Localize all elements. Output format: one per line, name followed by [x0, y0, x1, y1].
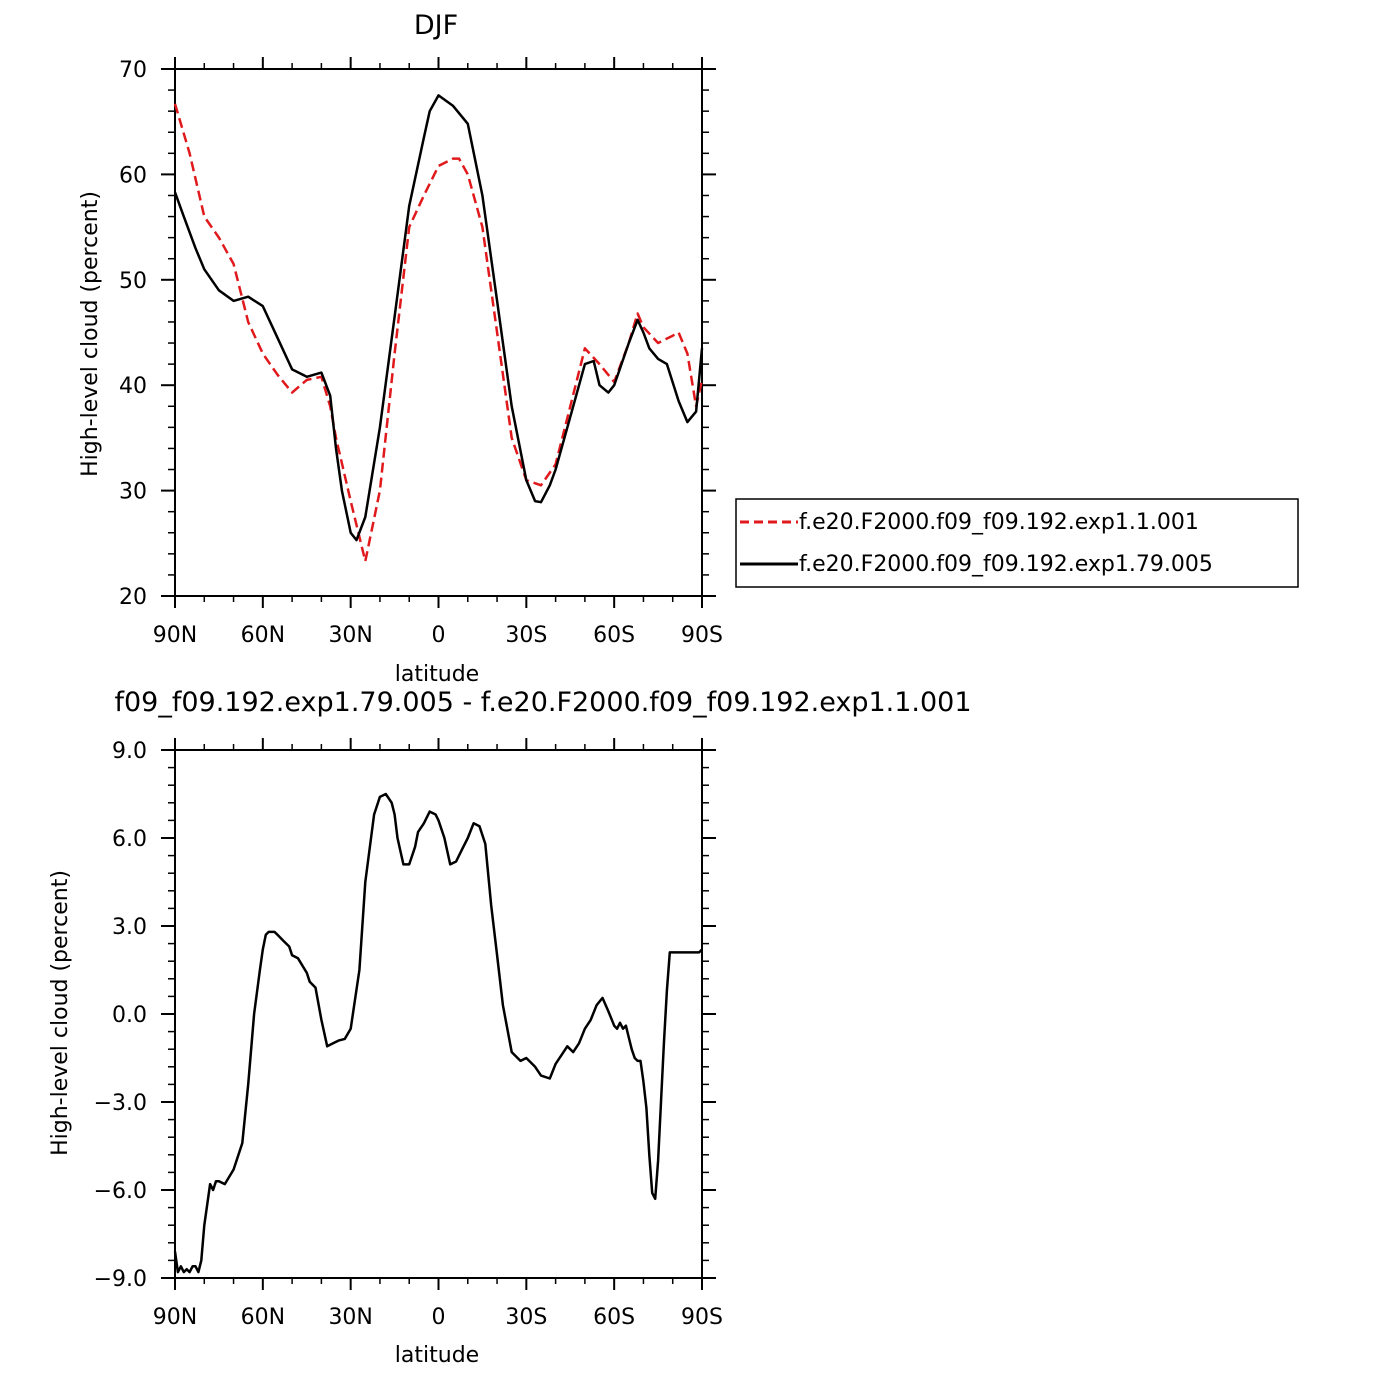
top-chart-title: DJF — [414, 10, 458, 41]
bottom-x-tick-label: 90S — [681, 1305, 723, 1330]
top-y-tick-label: 30 — [119, 480, 147, 505]
top-y-tick-label: 20 — [119, 585, 147, 610]
top-x-tick-label: 30N — [328, 623, 372, 648]
bottom-x-tick-label: 0 — [432, 1305, 446, 1330]
bottom-x-tick-label: 30N — [328, 1305, 372, 1330]
bottom-chart-x-axis-label: latitude — [395, 1343, 479, 1368]
top-x-tick-label: 60S — [593, 623, 635, 648]
bottom-series-line-1 — [173, 792, 703, 1274]
legend: f.e20.F2000.f09_f09.192.exp1.1.001 f.e20… — [735, 498, 1299, 588]
bottom-chart-title: f09_f09.192.exp1.79.005 - f.e20.F2000.f0… — [114, 687, 971, 718]
bottom-y-tick-label: 6.0 — [112, 827, 147, 852]
bottom-chart-y-axis-label: High-level cloud (percent) — [48, 870, 73, 1156]
bottom-y-tick-label: 3.0 — [112, 915, 147, 940]
bottom-y-tick-label: 9.0 — [112, 739, 147, 764]
top-x-tick-label: 0 — [432, 623, 446, 648]
top-y-tick-label: 40 — [119, 374, 147, 399]
top-chart-y-axis-label: High-level cloud (percent) — [78, 191, 103, 477]
legend-label-series-2: f.e20.F2000.f09_f09.192.exp1.79.005 — [799, 552, 1213, 577]
bottom-y-tick-label: −3.0 — [94, 1091, 147, 1116]
top-chart-x-axis-label: latitude — [395, 662, 479, 687]
top-x-tick-label: 30S — [505, 623, 547, 648]
bottom-chart: f09_f09.192.exp1.79.005 - f.e20.F2000.f0… — [48, 687, 972, 1368]
top-x-tick-label: 60N — [241, 623, 285, 648]
top-y-tick-label: 50 — [119, 269, 147, 294]
top-series-line-1 — [173, 103, 704, 563]
legend-label-series-1: f.e20.F2000.f09_f09.192.exp1.1.001 — [799, 510, 1199, 535]
top-y-tick-label: 60 — [119, 163, 147, 188]
bottom-x-tick-label: 60N — [241, 1305, 285, 1330]
bottom-x-tick-label: 90N — [153, 1305, 197, 1330]
top-series-line-2 — [173, 94, 704, 542]
top-x-tick-label: 90S — [681, 623, 723, 648]
legend-box — [735, 498, 1299, 588]
bottom-y-tick-label: 0.0 — [112, 1003, 147, 1028]
bottom-x-tick-label: 60S — [593, 1305, 635, 1330]
top-chart: DJF High-level cloud (percent) latitude … — [78, 10, 723, 687]
top-x-tick-label: 90N — [153, 623, 197, 648]
bottom-y-tick-label: −6.0 — [94, 1179, 147, 1204]
bottom-y-tick-label: −9.0 — [94, 1267, 147, 1292]
bottom-x-tick-label: 30S — [505, 1305, 547, 1330]
top-y-tick-label: 70 — [119, 58, 147, 83]
